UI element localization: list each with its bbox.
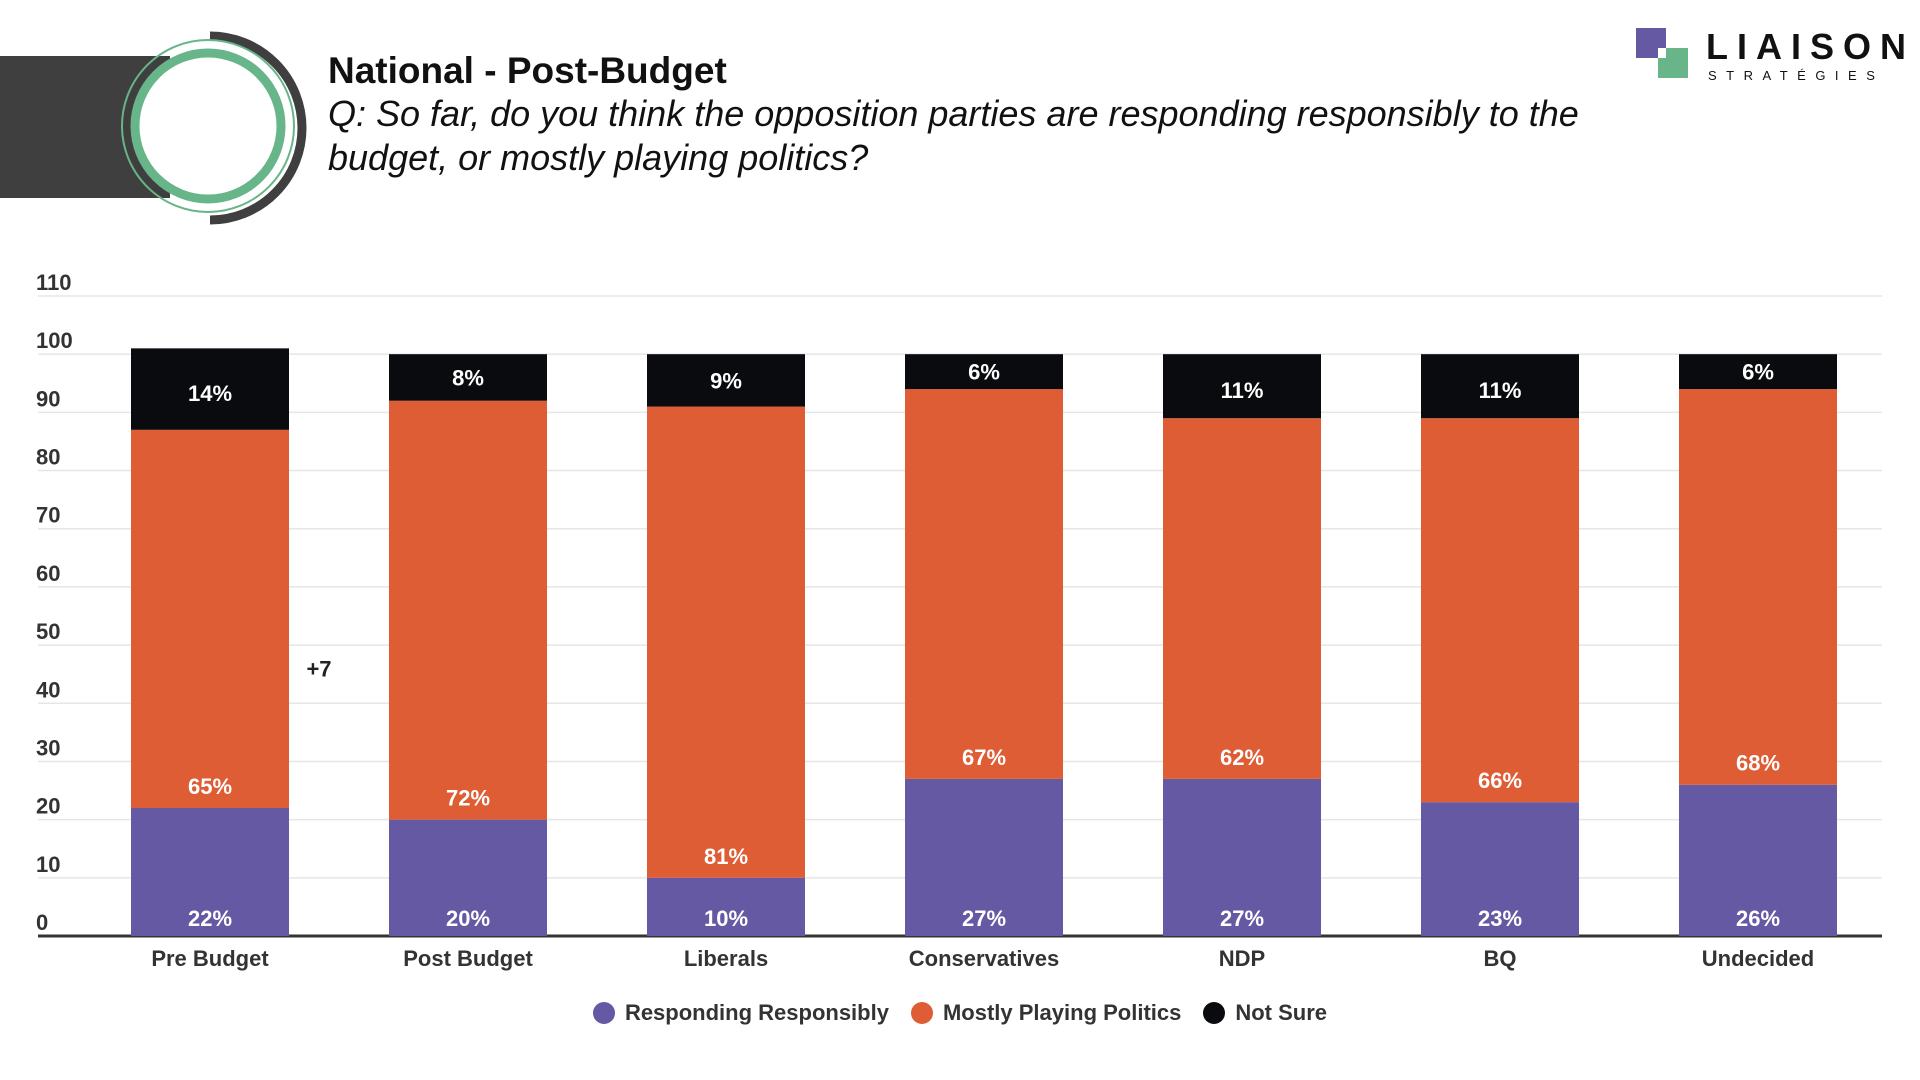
- data-label: 8%: [452, 365, 484, 390]
- bar-not-sure: [647, 354, 805, 407]
- bar-not-sure: [131, 348, 289, 430]
- y-tick-label: 20: [36, 794, 60, 819]
- data-label: 26%: [1736, 906, 1780, 931]
- y-tick-label: 100: [36, 328, 73, 353]
- legend-item-politics: Mostly Playing Politics: [910, 1000, 1182, 1026]
- x-tick-label: Undecided: [1702, 946, 1814, 971]
- data-label: 23%: [1478, 906, 1522, 931]
- data-label: 67%: [962, 745, 1006, 770]
- data-label: 20%: [446, 906, 490, 931]
- y-tick-label: 40: [36, 677, 60, 702]
- x-tick-label: Conservatives: [909, 946, 1059, 971]
- bar-responding: [1679, 784, 1837, 936]
- bar-politics: [1421, 418, 1579, 803]
- legend-label: Not Sure: [1235, 1000, 1328, 1025]
- data-label: 14%: [188, 381, 232, 406]
- bar-not-sure: [1679, 354, 1837, 390]
- bars: [131, 348, 1837, 936]
- y-tick-label: 30: [36, 735, 60, 760]
- y-tick-label: 90: [36, 386, 60, 411]
- logo: LIAISON STRATÉGIES: [1636, 26, 1906, 88]
- legend-label: Responding Responsibly: [624, 1000, 889, 1025]
- y-tick-label: 10: [36, 852, 60, 877]
- legend-item-not-sure: Not Sure: [1203, 1000, 1327, 1026]
- legend-dot-icon: [592, 1002, 615, 1024]
- bar-politics: [131, 429, 289, 808]
- data-label: 72%: [446, 786, 490, 811]
- data-label: 11%: [1479, 378, 1522, 403]
- data-label: 9%: [710, 368, 742, 393]
- y-tick-label: 0: [36, 910, 48, 935]
- bar-not-sure: [1421, 354, 1579, 419]
- stacked-bar-chart: 0 10 20 30 40 50 60 70 80 90 100 110 22% 65% 14% Pre Bu…: [36, 270, 1882, 971]
- data-label: 81%: [704, 844, 748, 869]
- data-label: 10%: [704, 906, 748, 931]
- annotation-label: +7: [306, 656, 331, 681]
- x-tick-label: Liberals: [684, 946, 768, 971]
- bar-politics: [1679, 389, 1837, 785]
- bar-politics: [1163, 418, 1321, 779]
- data-label: 62%: [1220, 745, 1264, 770]
- x-tick-label: NDP: [1219, 946, 1265, 971]
- data-label: 68%: [1736, 751, 1780, 776]
- y-tick-label: 110: [36, 270, 72, 295]
- ring-green-inner: [130, 48, 286, 204]
- data-label: 11%: [1221, 378, 1264, 403]
- legend-item-responding: Responding Responsibly: [592, 1000, 889, 1026]
- data-label: 6%: [1742, 360, 1774, 385]
- question-text: Q: So far, do you think the opposition p…: [328, 93, 1579, 178]
- legend: Responding Responsibly Mostly Playing Po…: [0, 1000, 1920, 1026]
- bar-responding: [905, 778, 1063, 936]
- data-label: 66%: [1478, 768, 1522, 793]
- bar-responding: [389, 819, 547, 936]
- labels: 0 10 20 30 40 50 60 70 80 90 100 110 22% 65% 14% Pre Bu…: [36, 270, 1814, 971]
- page-title: National - Post-Budget: [328, 50, 727, 91]
- legend-dot-icon: [910, 1002, 933, 1024]
- logo-subtitle: STRATÉGIES: [1708, 68, 1885, 83]
- ring-graphic: [100, 22, 320, 242]
- bar-responding: [1421, 802, 1579, 936]
- logo-wordmark: LIAISON: [1706, 26, 1916, 67]
- y-tick-label: 80: [36, 445, 60, 470]
- data-label: 22%: [188, 906, 232, 931]
- bar-responding: [1163, 778, 1321, 936]
- legend-label: Mostly Playing Politics: [942, 1000, 1182, 1025]
- bar-not-sure: [389, 354, 547, 401]
- y-tick-label: 60: [36, 561, 60, 586]
- y-tick-label: 70: [36, 503, 60, 528]
- y-tick-label: 50: [36, 619, 60, 644]
- ring-dark-arc: [209, 31, 307, 225]
- data-label: 6%: [968, 360, 1000, 385]
- bar-not-sure: [905, 354, 1063, 390]
- bar-politics: [647, 406, 805, 878]
- bar-politics: [905, 389, 1063, 779]
- bar-responding: [647, 877, 805, 936]
- data-label: 27%: [1220, 906, 1264, 931]
- x-tick-label: Post Budget: [403, 946, 533, 971]
- x-tick-label: Pre Budget: [151, 946, 269, 971]
- legend-dot-icon: [1203, 1002, 1226, 1024]
- bar-not-sure: [1163, 354, 1321, 419]
- data-label: 65%: [188, 774, 232, 799]
- logo-mark-icon: [1636, 28, 1688, 78]
- bar-responding: [131, 808, 289, 936]
- data-label: 27%: [962, 906, 1006, 931]
- x-tick-label: BQ: [1484, 946, 1517, 971]
- bar-politics: [389, 400, 547, 820]
- ring-green-outer: [121, 39, 295, 213]
